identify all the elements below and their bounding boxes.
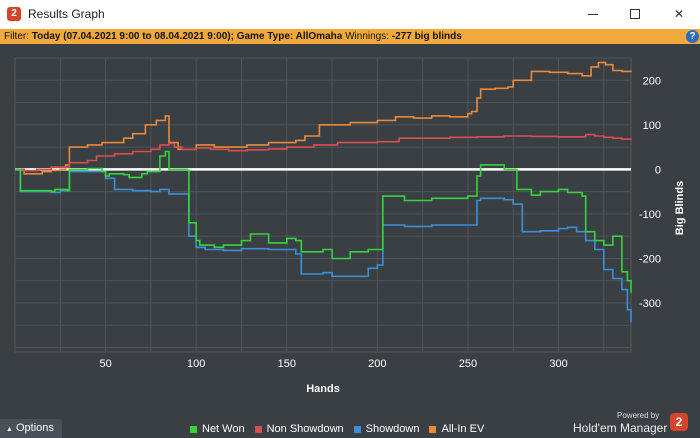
filter-bar: Filter: Today (07.04.2021 9:00 to 08.04.… xyxy=(0,29,700,44)
results-chart: 50 100 150 200 250 300 200 100 0 -100 -200 -300 Ha… xyxy=(14,57,686,395)
y-axis-title: Big Blinds xyxy=(674,181,686,235)
chart-legend: Net Won Non Showdown Showdown All-In EV xyxy=(190,421,484,437)
close-icon: ✕ xyxy=(673,7,685,21)
x-axis-title: Hands xyxy=(306,383,340,395)
options-label: Options xyxy=(16,422,54,434)
series-line-all-in-ev xyxy=(15,61,632,175)
close-button[interactable]: ✕ xyxy=(656,0,700,29)
branding: Powered by Hold'em Manager 2 xyxy=(560,411,696,438)
options-button[interactable]: ▲ Options xyxy=(0,419,62,438)
winnings-value: -277 big blinds xyxy=(391,31,462,42)
legend-item[interactable]: Non Showdown xyxy=(254,421,344,437)
legend-label: All-In EV xyxy=(441,423,485,435)
window-title: Results Graph xyxy=(28,7,105,21)
help-icon[interactable]: ? xyxy=(686,30,699,43)
legend-item[interactable]: All-In EV xyxy=(429,421,484,437)
x-tick-label: 200 xyxy=(368,358,386,370)
grid xyxy=(15,57,631,352)
legend-swatch xyxy=(353,425,361,433)
x-tick-label: 100 xyxy=(187,358,205,370)
maximize-button[interactable] xyxy=(613,0,659,29)
filter-prefix: Filter: xyxy=(4,31,32,42)
minimize-icon xyxy=(588,14,598,15)
series-line-showdown xyxy=(15,168,632,323)
winnings-label: Winnings: xyxy=(342,31,392,42)
x-tick-label: 150 xyxy=(278,358,296,370)
y-tick-label: -300 xyxy=(639,298,661,310)
powered-by-text: Powered by xyxy=(617,411,660,420)
x-tick-label: 250 xyxy=(459,358,477,370)
filter-value: Today (07.04.2021 9:00 to 08.04.2021 9:0… xyxy=(31,31,343,42)
legend-label: Showdown xyxy=(365,423,420,435)
chevron-up-icon: ▲ xyxy=(6,426,13,433)
x-tick-label: 50 xyxy=(99,358,111,370)
series-line-non-showdown xyxy=(15,133,632,172)
y-tick-label: -200 xyxy=(639,253,661,265)
y-tick-label: 0 xyxy=(655,164,661,176)
legend-swatch xyxy=(429,425,437,433)
series-group xyxy=(15,61,632,323)
hm2-logo-icon: 2 xyxy=(670,413,688,431)
legend-item[interactable]: Net Won xyxy=(190,421,245,437)
x-axis-ticks: 50 100 150 200 250 300 xyxy=(99,358,567,370)
brand-name: Hold'em Manager xyxy=(573,421,668,435)
legend-swatch xyxy=(254,425,262,433)
legend-item[interactable]: Showdown xyxy=(353,421,420,437)
title-bar: 2 Results Graph ✕ xyxy=(0,0,700,29)
x-tick-label: 300 xyxy=(549,358,567,370)
y-axis-ticks: 200 100 0 -100 -200 -300 xyxy=(639,75,661,310)
app-icon: 2 xyxy=(7,7,21,21)
legend-label: Non Showdown xyxy=(266,423,344,435)
legend-label: Net Won xyxy=(202,423,245,435)
legend-swatch xyxy=(190,425,197,433)
maximize-icon xyxy=(630,9,640,19)
y-tick-label: 100 xyxy=(643,120,661,132)
minimize-button[interactable] xyxy=(570,0,616,29)
y-tick-label: 200 xyxy=(643,75,661,87)
y-tick-label: -100 xyxy=(639,209,661,221)
series-line-net-won xyxy=(15,150,632,293)
